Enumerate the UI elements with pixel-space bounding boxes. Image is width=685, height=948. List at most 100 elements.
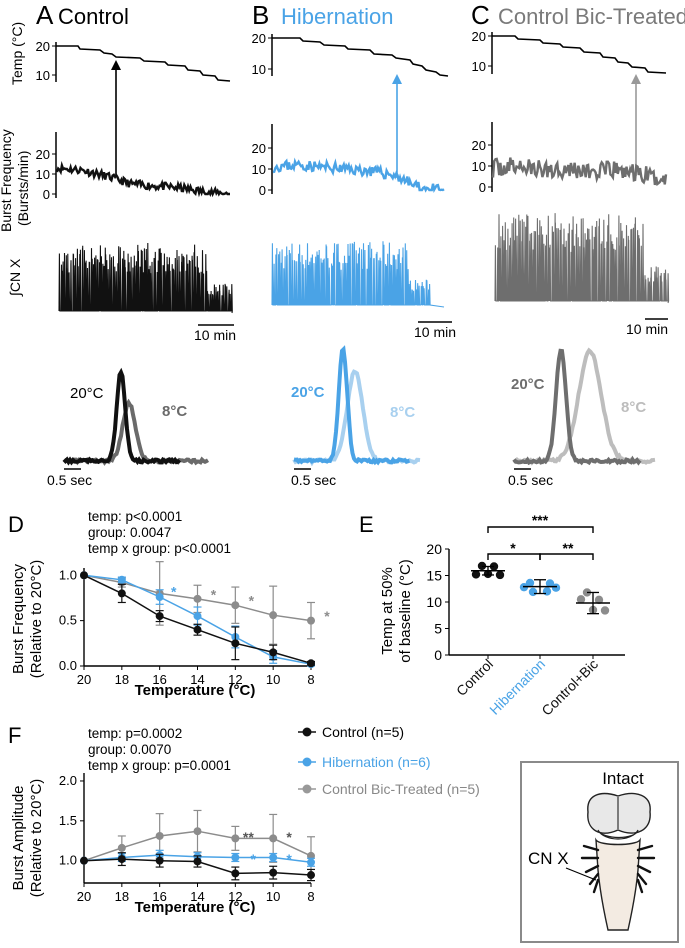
- y-tick-label: 2.0: [59, 773, 77, 788]
- burst-frequency-trace-control: [55, 160, 230, 198]
- data-point: [576, 595, 586, 604]
- burst-label-20c-c: 20°C: [511, 376, 545, 393]
- x-tick-label: 8: [307, 889, 314, 904]
- x-tick-label: 14: [190, 889, 204, 904]
- significance-marker: *: [286, 851, 292, 867]
- sig-hib-vs-bic: **: [563, 540, 574, 556]
- significance-marker: *: [286, 829, 292, 845]
- panel-e-ylabel-1: Temp at 50%: [379, 567, 396, 655]
- burst-label-8c-a: 8°C: [162, 403, 187, 420]
- burst-label-20c-b: 20°C: [291, 384, 325, 401]
- data-point: [269, 648, 278, 657]
- panel-f-stat-temp: temp: p=0.0002: [88, 726, 182, 741]
- data-point: [80, 856, 88, 865]
- data-point: [231, 853, 240, 862]
- panel-f-stat-group: group: 0.0070: [88, 742, 171, 757]
- data-point: [193, 594, 202, 603]
- freq-tick-10-b: 10: [252, 162, 266, 177]
- y-tick-label: 1.5: [59, 813, 77, 828]
- scale-bar-05sec-c: 0.5 sec: [508, 468, 553, 488]
- panel-d-ylabel-1: Burst Frequency: [10, 563, 27, 674]
- data-point: [307, 616, 315, 625]
- panel-d-chart: 20 18 16 14 12 10 8 0.0 0.5 1.0 * * * *: [59, 561, 330, 687]
- panel-c-letter: C: [471, 0, 490, 30]
- x-tick-label: 14: [190, 672, 204, 687]
- data-point: [471, 570, 481, 579]
- legend: Control (n=5) Hibernation (n=6) Control …: [298, 724, 480, 797]
- freq-tick-20-c: 20: [472, 138, 486, 153]
- data-point: [231, 601, 240, 610]
- cn-x-label: CN X: [528, 849, 569, 868]
- significance-marker: *: [211, 586, 217, 602]
- panel-c-header: C Control Bic-Treated: [471, 0, 685, 30]
- significance-marker: *: [249, 593, 255, 609]
- data-point: [594, 595, 604, 605]
- significance-marker: *: [250, 851, 256, 867]
- legend-label-control: Control (n=5): [322, 724, 404, 740]
- panel-d-stat-group: group: 0.0047: [88, 525, 171, 540]
- temp-tick-10-c: 10: [472, 59, 486, 74]
- category-label: Control+Bic: [538, 656, 601, 719]
- panel-d-xlabel: Temperature (°C): [135, 682, 256, 699]
- freq-tick-10-a: 10: [36, 167, 50, 182]
- y-tick-label: 0.5: [59, 613, 77, 628]
- freq-tick-10-c: 10: [472, 159, 486, 174]
- x-tick-label: 20: [77, 889, 91, 904]
- legend-item-hibernation: Hibernation (n=6): [298, 754, 431, 770]
- data-point: [269, 868, 278, 877]
- scale-bar-10min-b: 10 min: [414, 321, 456, 340]
- temp-tick-20-c: 20: [472, 29, 486, 44]
- series-control: [80, 852, 315, 882]
- data-point: [545, 579, 555, 588]
- significance-marker: **: [243, 829, 254, 845]
- x-tick-label: 10: [266, 672, 280, 687]
- panel-f-chart: 20 18 16 14 12 10 81.01.52.0** ** *: [59, 773, 315, 904]
- panel-e-ylabel-2: of baseline (°C): [397, 559, 414, 663]
- significance-marker: *: [324, 608, 330, 624]
- panel-a-letter: A: [36, 0, 54, 30]
- panel-a-header: A Control: [36, 0, 129, 30]
- legend-item-control: Control (n=5): [298, 724, 404, 740]
- category-label: Control: [453, 656, 496, 699]
- freq-tick-0-a: 0: [43, 187, 50, 202]
- data-point: [307, 871, 315, 880]
- freq-tick-0-c: 0: [479, 180, 486, 195]
- arrow-b: [392, 74, 402, 178]
- panel-f-letter: F: [8, 723, 21, 748]
- panel-d-ylabel-2: (Relative to 20°C): [28, 560, 45, 679]
- panel-b-letter: B: [252, 0, 269, 30]
- data-point: [193, 612, 202, 621]
- panel-f-ylabel-1: Burst Amplitude: [10, 785, 27, 890]
- y-tick-label: 1.0: [59, 853, 77, 868]
- data-point: [551, 583, 561, 592]
- y-tick-label: 1.0: [59, 567, 77, 582]
- arrow-a: [111, 60, 121, 176]
- data-point: [307, 659, 315, 668]
- data-point: [269, 834, 278, 843]
- y-tick-label: 0: [434, 647, 442, 663]
- temp-row-label: Temp (°C): [9, 22, 25, 85]
- scale-label-10min-b: 10 min: [414, 324, 456, 340]
- data-point: [542, 587, 552, 596]
- burst-label-8c-b: 8°C: [390, 404, 415, 421]
- legend-label-bic: Control Bic-Treated (n=5): [322, 781, 480, 797]
- panel-d-stat-interaction: temp x group: p<0.0001: [88, 541, 231, 556]
- brainstem-illustration: Intact CN X: [520, 761, 679, 943]
- temp-trace-a: 20 10: [36, 39, 231, 83]
- scale-label-10min-c: 10 min: [626, 321, 668, 337]
- freq-axis-a: 20 10 0: [36, 132, 57, 202]
- temp-tick-20-b: 20: [252, 31, 266, 46]
- data-point: [525, 578, 535, 588]
- data-point: [155, 612, 164, 621]
- data-point: [231, 834, 240, 843]
- panel-b-header: B Hibernation: [252, 0, 394, 30]
- y-tick-label: 5: [434, 621, 442, 637]
- freq-axis-b: 20 10 0: [252, 124, 273, 198]
- burst-freq-row-unit: (Bursts/min): [15, 151, 31, 226]
- series-control: [80, 571, 315, 668]
- burst-freq-row-label: Burst Frequency: [0, 129, 14, 232]
- burst-20c-bic: [512, 348, 642, 466]
- y-tick-label: 15: [426, 568, 442, 584]
- data-point: [155, 593, 164, 602]
